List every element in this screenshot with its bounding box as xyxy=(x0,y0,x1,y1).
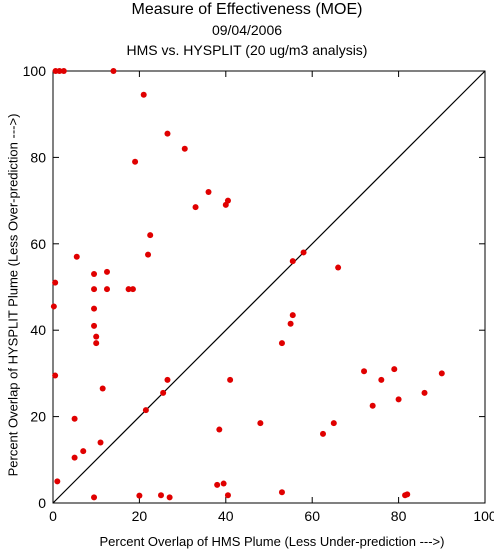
data-point xyxy=(104,286,110,293)
data-point xyxy=(56,68,63,74)
data-point xyxy=(60,68,67,74)
reference-line-group xyxy=(52,70,486,504)
y-tick-label: 0 xyxy=(38,495,46,511)
y-axis-label: Percent Overlap of HYSPLIT Plume (Less O… xyxy=(5,114,20,477)
y-tick-label: 80 xyxy=(30,149,46,165)
data-point xyxy=(129,286,136,293)
chart-date: 09/04/2006 xyxy=(211,22,283,38)
data-point xyxy=(361,368,368,375)
data-point xyxy=(91,286,98,293)
data-point xyxy=(227,376,234,383)
data-point xyxy=(278,340,285,347)
data-point xyxy=(164,130,171,137)
data-point xyxy=(91,494,98,501)
data-point xyxy=(73,253,80,260)
data-point xyxy=(132,158,139,165)
data-point xyxy=(335,264,342,271)
data-point xyxy=(421,389,428,396)
data-point xyxy=(289,258,296,265)
x-tick-label: 80 xyxy=(391,508,407,524)
data-point xyxy=(136,492,143,499)
x-tick-label: 100 xyxy=(473,508,494,524)
axes xyxy=(52,70,486,504)
data-point xyxy=(181,145,188,152)
x-tick-label: 0 xyxy=(49,508,57,524)
chart-subtitle: HMS vs. HYSPLIT (20 ug/m3 analysis) xyxy=(126,42,368,58)
data-point xyxy=(330,420,337,427)
x-tick-label: 60 xyxy=(304,508,320,524)
data-point xyxy=(287,320,294,327)
data-point xyxy=(214,481,221,488)
data-point xyxy=(224,492,231,499)
data-point xyxy=(164,376,171,383)
data-point xyxy=(50,303,57,310)
plot-frame xyxy=(52,70,486,504)
data-point xyxy=(391,366,398,373)
data-point xyxy=(97,439,104,446)
data-point xyxy=(205,188,212,195)
data-point xyxy=(192,204,199,211)
data-point xyxy=(93,340,100,347)
data-point xyxy=(104,268,110,275)
data-point xyxy=(93,333,100,340)
data-point xyxy=(71,415,78,422)
x-tick-label: 40 xyxy=(218,508,234,524)
data-point xyxy=(142,407,149,414)
data-point xyxy=(140,91,147,98)
x-tick-label: 20 xyxy=(132,508,148,524)
ticks: 0 20 40 60 80 100 0 20 40 60 80 100 xyxy=(23,63,494,524)
data-point xyxy=(300,249,307,256)
data-point xyxy=(91,305,98,312)
data-point xyxy=(369,402,376,409)
data-point xyxy=(216,426,223,433)
data-point xyxy=(289,312,296,319)
data-point xyxy=(110,68,117,74)
data-point xyxy=(52,372,59,379)
x-axis-label: Percent Overlap of HMS Plume (Less Under… xyxy=(100,534,445,549)
data-point xyxy=(257,420,264,427)
data-point xyxy=(320,430,326,437)
data-point xyxy=(145,251,152,258)
reference-line xyxy=(52,70,486,504)
y-tick-label: 100 xyxy=(23,63,47,79)
chart-title: Measure of Effectiveness (MOE) xyxy=(131,1,363,18)
data-point xyxy=(71,454,78,461)
data-point xyxy=(52,279,59,286)
data-point xyxy=(222,201,229,208)
y-tick-label: 20 xyxy=(30,409,46,425)
data-point xyxy=(395,396,402,403)
data-point xyxy=(378,376,385,383)
data-point xyxy=(147,232,154,239)
y-tick-label: 60 xyxy=(30,236,46,252)
data-point xyxy=(158,492,164,499)
data-points xyxy=(50,68,445,501)
data-point xyxy=(278,489,285,496)
data-point xyxy=(80,448,87,455)
data-point xyxy=(404,491,411,498)
data-point xyxy=(220,480,227,487)
data-point xyxy=(438,370,445,377)
y-tick-label: 40 xyxy=(30,322,46,338)
data-point xyxy=(54,478,61,485)
data-point xyxy=(91,322,98,329)
data-point xyxy=(166,494,173,501)
data-point xyxy=(160,389,167,396)
data-point xyxy=(99,385,106,392)
data-point xyxy=(125,286,132,293)
data-point xyxy=(91,271,98,278)
